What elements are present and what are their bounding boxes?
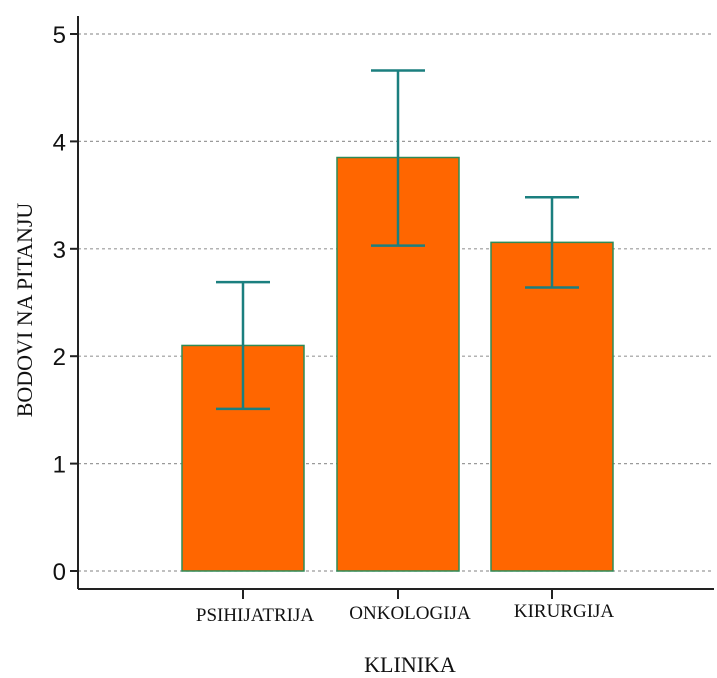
x-axis-label: KLINIKA xyxy=(364,652,456,677)
y-axis-label: BODOVI NA PITANJU xyxy=(12,203,37,418)
y-tick-label-4: 4 xyxy=(53,129,66,156)
bar-kirurgija xyxy=(490,241,614,572)
y-tick-label-2: 2 xyxy=(53,344,66,371)
x-tick-label-onkologija: ONKOLOGIJA xyxy=(349,603,471,624)
error-bar-kirurgija xyxy=(525,195,579,289)
y-tick-label-5: 5 xyxy=(53,22,66,49)
error-bars xyxy=(216,69,579,411)
x-ticks: PSIHIJATRIJA ONKOLOGIJA KIRURGIJA xyxy=(196,589,615,626)
error-bar-onkologija xyxy=(371,69,425,247)
axes xyxy=(77,16,714,590)
error-bar-psihijatrija xyxy=(216,280,270,411)
y-tick-label-0: 0 xyxy=(53,559,66,586)
x-tick-label-kirurgija: KIRURGIJA xyxy=(514,601,615,622)
y-tick-label-1: 1 xyxy=(53,452,66,479)
y-ticks: 0 1 2 3 4 5 xyxy=(53,22,78,586)
y-tick-label-3: 3 xyxy=(53,237,66,264)
x-tick-label-psihijatrija: PSIHIJATRIJA xyxy=(196,605,315,626)
